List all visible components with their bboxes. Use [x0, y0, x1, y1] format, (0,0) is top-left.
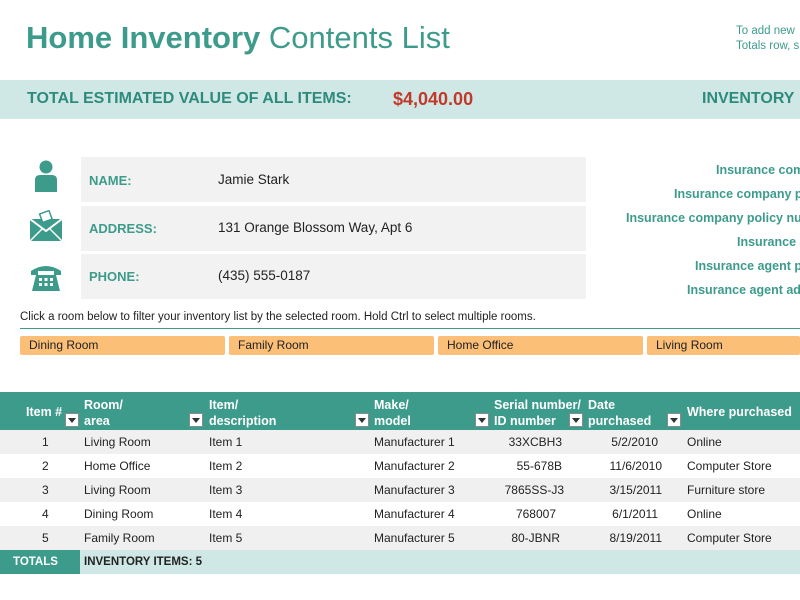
- name-label: NAME:: [89, 173, 132, 188]
- address-label: ADDRESS:: [89, 221, 157, 236]
- filter-dropdown-item-number[interactable]: [65, 413, 79, 427]
- filter-dropdown-serial[interactable]: [569, 413, 583, 427]
- note-line-1: To add new: [736, 25, 795, 37]
- filter-dropdown-room[interactable]: [189, 413, 203, 427]
- filter-dropdown-make[interactable]: [475, 413, 489, 427]
- page-title: Home Inventory Contents List: [26, 20, 450, 56]
- cell-item[interactable]: Item 5: [209, 531, 243, 545]
- phone-box: [81, 254, 586, 299]
- cell-room[interactable]: Home Office: [84, 459, 151, 473]
- slicer-dining-room[interactable]: Dining Room: [20, 336, 225, 355]
- header-item-line2: description: [209, 414, 277, 428]
- address-box: [81, 206, 586, 251]
- insurance-agent-phone-label: Insurance agent p: [695, 259, 800, 273]
- person-icon: [35, 160, 57, 192]
- instruction-note: To add new Totals row, s: [736, 24, 799, 54]
- cell-item[interactable]: Item 4: [209, 507, 243, 521]
- insurance-agent-address-label: Insurance agent ad: [687, 283, 800, 297]
- header-serial-line1: Serial number/: [494, 398, 581, 412]
- cell-room[interactable]: Living Room: [84, 435, 151, 449]
- cell-where[interactable]: Furniture store: [687, 483, 766, 497]
- table-row: [0, 430, 800, 454]
- cell-date[interactable]: 11/6/2010: [609, 459, 663, 473]
- inventory-items-count[interactable]: INVENTORY ITEMS: 5: [84, 556, 203, 568]
- phone-label: PHONE:: [89, 269, 140, 284]
- insurance-policy-number-label: Insurance company policy nu: [626, 211, 800, 225]
- header-date-line2: purchased: [588, 414, 652, 428]
- name-box: [81, 157, 586, 202]
- total-value-label: TOTAL ESTIMATED VALUE OF ALL ITEMS:: [27, 90, 352, 107]
- header-room-line1: Room/: [84, 398, 123, 412]
- table-row: [0, 526, 800, 550]
- cell-serial[interactable]: 768007: [515, 507, 556, 521]
- cell-where[interactable]: Online: [687, 507, 722, 521]
- phone-value[interactable]: (435) 555-0187: [218, 268, 311, 283]
- title-light: Contents List: [268, 20, 450, 55]
- header-make-line1: Make/: [374, 398, 409, 412]
- filter-dropdown-date[interactable]: [667, 413, 681, 427]
- table-row: [0, 478, 800, 502]
- cell-date[interactable]: 5/2/2010: [611, 435, 658, 449]
- slicer-family-room[interactable]: Family Room: [229, 336, 434, 355]
- cell-item[interactable]: Item 3: [209, 483, 243, 497]
- envelope-icon: [29, 210, 63, 242]
- total-value-band: [0, 80, 800, 119]
- inventory-label: INVENTORY: [702, 90, 795, 107]
- header-where-purchased: Where purchased: [687, 405, 792, 419]
- totals-label: TOTALS: [13, 556, 58, 568]
- table-header: [0, 392, 800, 430]
- note-line-2: Totals row, s: [736, 40, 800, 52]
- cell-item-number[interactable]: 2: [42, 459, 49, 473]
- header-serial-line2: ID number: [494, 414, 556, 428]
- insurance-agent-label: Insurance a: [737, 235, 800, 249]
- address-value[interactable]: 131 Orange Blossom Way, Apt 6: [218, 220, 413, 235]
- title-bold: Home Inventory: [26, 20, 261, 55]
- cell-make[interactable]: Manufacturer 3: [374, 483, 455, 497]
- insurance-company-phone-label: Insurance company p: [674, 187, 800, 201]
- cell-make[interactable]: Manufacturer 2: [374, 459, 455, 473]
- cell-item-number[interactable]: 5: [42, 531, 49, 545]
- cell-serial[interactable]: 7865SS-J3: [504, 483, 564, 497]
- insurance-company-label: Insurance com: [716, 163, 800, 177]
- cell-room[interactable]: Family Room: [84, 531, 155, 545]
- cell-make[interactable]: Manufacturer 1: [374, 435, 455, 449]
- cell-where[interactable]: Online: [687, 435, 722, 449]
- cell-date[interactable]: 3/15/2011: [609, 483, 663, 497]
- telephone-icon: [31, 266, 61, 291]
- cell-item[interactable]: Item 1: [209, 435, 243, 449]
- cell-make[interactable]: Manufacturer 4: [374, 507, 455, 521]
- header-item-line1: Item/: [209, 398, 239, 412]
- totals-label-background: [0, 550, 80, 574]
- cell-item-number[interactable]: 1: [42, 435, 49, 449]
- cell-date[interactable]: 6/1/2011: [612, 507, 658, 521]
- slicer-home-office[interactable]: Home Office: [438, 336, 643, 355]
- header-make-line2: model: [374, 414, 411, 428]
- cell-make[interactable]: Manufacturer 5: [374, 531, 455, 545]
- cell-item[interactable]: Item 2: [209, 459, 243, 473]
- cell-serial[interactable]: 80-JBNR: [511, 531, 560, 545]
- totals-row: [0, 550, 800, 574]
- slicer-living-room[interactable]: Living Room: [647, 336, 800, 355]
- cell-item-number[interactable]: 3: [42, 483, 49, 497]
- cell-room[interactable]: Living Room: [84, 483, 151, 497]
- cell-item-number[interactable]: 4: [42, 507, 49, 521]
- table-row: [0, 502, 800, 526]
- name-value[interactable]: Jamie Stark: [218, 172, 290, 187]
- cell-serial[interactable]: 55-678B: [516, 459, 562, 473]
- header-room-line2: area: [84, 414, 110, 428]
- header-date-line1: Date: [588, 398, 616, 412]
- cell-date[interactable]: 8/19/2011: [609, 531, 663, 545]
- cell-where[interactable]: Computer Store: [687, 531, 772, 545]
- total-value-amount[interactable]: $4,040.00: [393, 89, 474, 109]
- header-item-number: Item #: [26, 405, 63, 419]
- cell-room[interactable]: Dining Room: [84, 507, 154, 521]
- table-row: [0, 454, 800, 478]
- filter-divider: [20, 328, 800, 329]
- cell-where[interactable]: Computer Store: [687, 459, 772, 473]
- filter-instructions: Click a room below to filter your invent…: [20, 311, 536, 323]
- cell-serial[interactable]: 33XCBH3: [508, 435, 562, 449]
- filter-dropdown-item[interactable]: [355, 413, 369, 427]
